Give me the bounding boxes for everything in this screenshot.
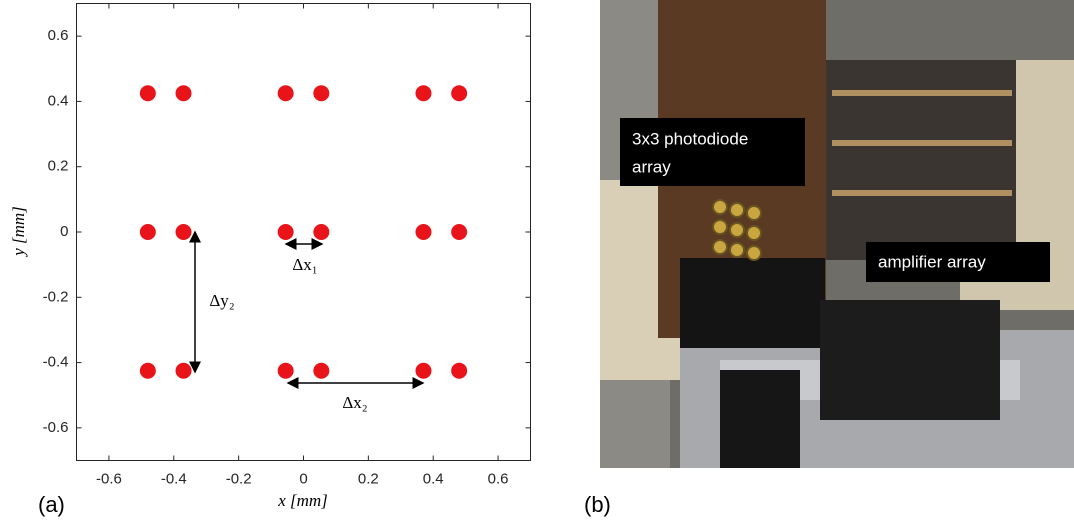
point <box>139 224 156 240</box>
annotation: Δx₂ <box>342 393 367 412</box>
annotation: Δx₁ <box>292 255 317 274</box>
x-tick-label: -0.2 <box>226 470 252 487</box>
point <box>277 85 294 102</box>
point <box>139 362 156 379</box>
point <box>451 85 468 102</box>
x-tick-label: -0.4 <box>161 470 187 487</box>
photo-label: 3x3 photodiode <box>632 129 748 148</box>
photo-label: array <box>632 157 671 176</box>
point <box>277 362 294 379</box>
point <box>451 362 468 379</box>
y-tick-label: 0.4 <box>48 92 69 109</box>
x-tick-label: -0.6 <box>96 470 122 487</box>
x-tick-label: 0.4 <box>423 470 444 487</box>
y-tick-label: 0.6 <box>48 27 69 44</box>
point <box>313 224 330 240</box>
y-tick-label: -0.6 <box>43 419 69 436</box>
x-tick-label: 0 <box>299 470 307 487</box>
point <box>415 362 432 379</box>
photo-label: amplifier array <box>878 252 986 271</box>
y-axis-label: y [mm] <box>9 206 28 258</box>
y-tick-label: -0.2 <box>43 288 69 305</box>
x-tick-label: 0.2 <box>358 470 379 487</box>
point <box>415 224 432 240</box>
point <box>277 224 294 240</box>
y-tick-label: 0.2 <box>48 158 69 175</box>
y-tick-label: 0 <box>60 223 68 240</box>
point <box>175 362 192 379</box>
point <box>175 224 192 240</box>
point <box>175 85 192 102</box>
y-tick-label: -0.4 <box>43 354 69 371</box>
x-tick-label: 0.6 <box>488 470 509 487</box>
point <box>451 224 468 240</box>
point <box>313 362 330 379</box>
point <box>415 85 432 102</box>
point <box>139 85 156 102</box>
photo <box>600 0 1074 468</box>
x-axis-label: x [mm] <box>277 491 328 510</box>
point <box>313 85 330 102</box>
annotation: Δy₂ <box>209 291 234 310</box>
panel-label: (a) <box>38 492 65 517</box>
panel-label: (b) <box>584 492 611 517</box>
